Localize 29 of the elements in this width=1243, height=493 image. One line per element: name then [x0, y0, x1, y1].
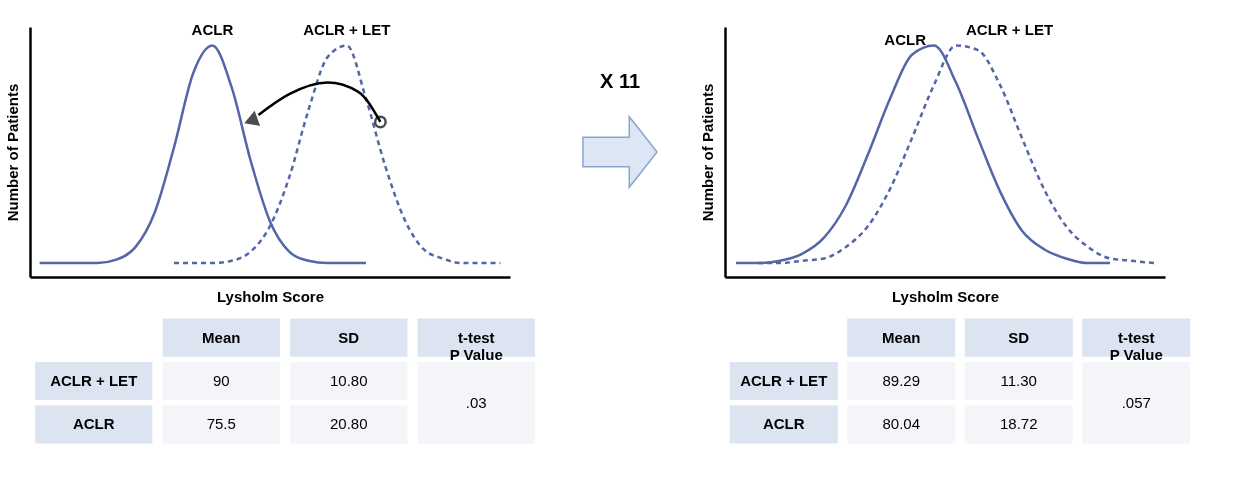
category-label: t-test P Value: [1109, 328, 1163, 363]
category-label: ACLR: [762, 415, 805, 433]
category-label: Mean: [882, 328, 921, 346]
category-label: SD: [338, 328, 360, 346]
x-axis-title: Lysholm Score: [217, 287, 324, 305]
series-label: ACLR: [884, 30, 927, 48]
category-label: SD: [1008, 328, 1030, 346]
series-label: ACLR: [191, 20, 234, 38]
x-axis-title: Lysholm Score: [892, 287, 999, 305]
text: 20.80: [329, 415, 368, 433]
series-label: ACLR + LET: [966, 20, 1054, 38]
series-label: ACLR + LET: [303, 20, 391, 38]
text: X 11: [599, 70, 641, 92]
y-axis-title: Number of Patients: [3, 83, 21, 222]
text: 80.04: [882, 415, 921, 433]
category-label: ACLR + LET: [50, 372, 138, 389]
category-label: ACLR + LET: [740, 372, 828, 389]
text: 10.80: [329, 372, 368, 389]
text: .03: [465, 393, 487, 411]
category-label: t-test P Value: [449, 328, 503, 363]
category-label: Mean: [202, 328, 241, 346]
text: .057: [1121, 393, 1151, 411]
text: 75.5: [206, 415, 236, 433]
category-label: ACLR: [72, 415, 115, 433]
text: 11.30: [1000, 372, 1037, 389]
text: 90: [212, 372, 230, 389]
text: 18.72: [999, 415, 1038, 433]
y-axis-title: Number of Patients: [698, 83, 716, 222]
text: 89.29: [882, 372, 921, 389]
